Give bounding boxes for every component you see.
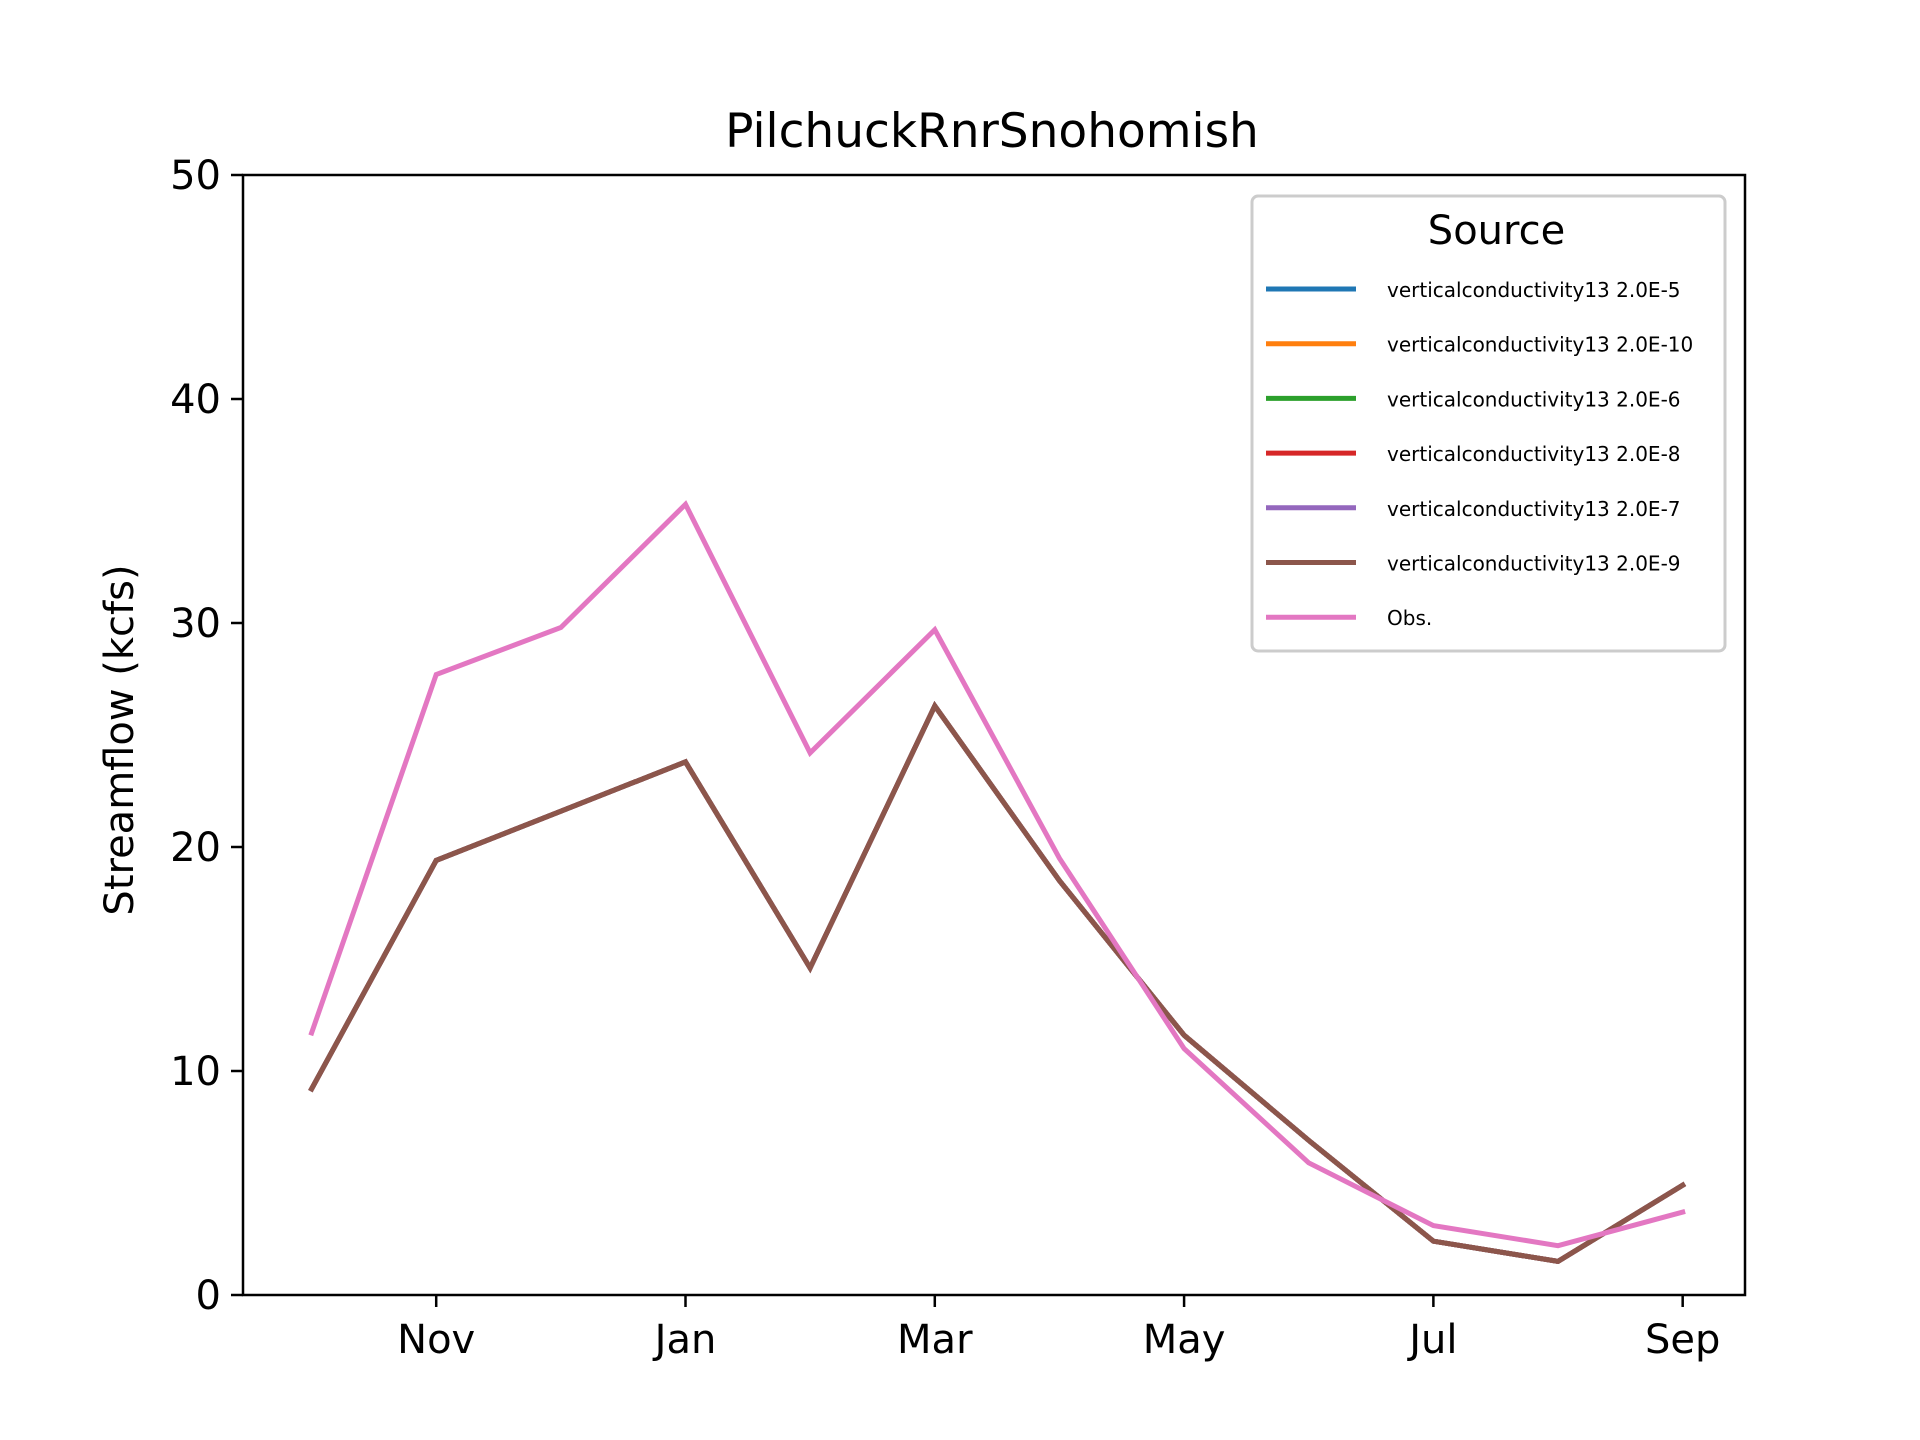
legend-label-6: Obs. — [1387, 606, 1432, 630]
x-tick-label: Jul — [1406, 1317, 1457, 1363]
legend-label-5: verticalconductivity13 2.0E-9 — [1387, 552, 1681, 576]
legend-label-1: verticalconductivity13 2.0E-10 — [1387, 333, 1693, 357]
y-tick-label: 30 — [170, 601, 221, 647]
chart-title: PilchuckRnrSnohomish — [725, 104, 1259, 159]
y-tick-label: 40 — [170, 377, 221, 423]
x-tick-label: Mar — [897, 1317, 973, 1363]
y-tick-label: 0 — [196, 1273, 221, 1319]
legend-frame — [1250, 194, 1727, 653]
plot-area — [308, 500, 1687, 1265]
y-tick-label: 10 — [170, 1049, 221, 1095]
legend-title: Source — [1428, 208, 1565, 254]
legend: Source verticalconductivity13 2.0E-5 verti… — [1250, 194, 1727, 653]
x-tick-label: Sep — [1645, 1317, 1720, 1363]
x-tick-label: Nov — [397, 1317, 475, 1363]
y-tick-label: 20 — [170, 825, 221, 871]
x-tick-label: May — [1143, 1317, 1226, 1363]
y-tick-label: 50 — [170, 153, 221, 199]
y-axis-label: Streamflow (kcfs) — [97, 564, 143, 915]
axes-frame — [241, 173, 1747, 1297]
legend-label-4: verticalconductivity13 2.0E-7 — [1387, 497, 1681, 521]
series-line-6 — [308, 500, 1686, 1249]
legend-label-2: verticalconductivity13 2.0E-6 — [1387, 387, 1681, 411]
series-line-5 — [308, 700, 1687, 1265]
legend-label-0: verticalconductivity13 2.0E-5 — [1387, 278, 1681, 302]
axes: 0 10 20 30 40 50 Nov Jan Mar May Jul Sep — [170, 153, 1747, 1363]
legend-label-3: verticalconductivity13 2.0E-8 — [1387, 442, 1681, 466]
x-tick-label: Jan — [652, 1317, 717, 1363]
